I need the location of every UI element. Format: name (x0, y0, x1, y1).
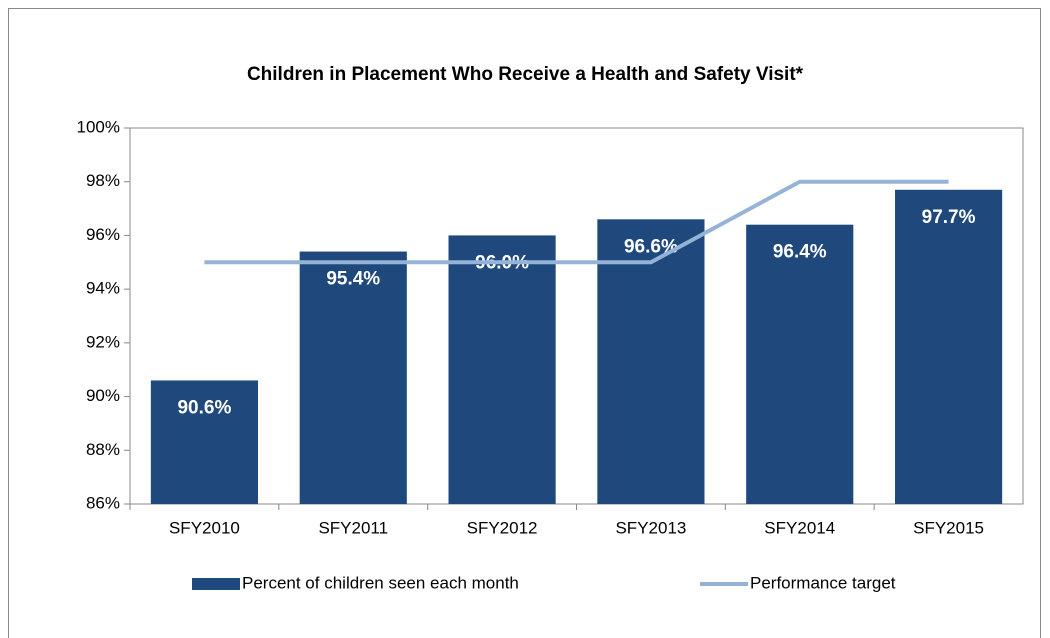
x-tick-label: SFY2011 (318, 518, 388, 537)
y-tick-label: 92% (86, 332, 120, 351)
y-tick-label: 90% (86, 386, 120, 405)
bar (746, 224, 854, 504)
y-tick-label: 94% (86, 279, 120, 298)
x-tick-label: SFY2015 (913, 518, 984, 537)
y-tick-label: 100% (77, 117, 120, 136)
bar (150, 380, 258, 504)
legend-label: Performance target (750, 573, 896, 592)
bar (895, 189, 1003, 504)
x-tick-label: SFY2014 (764, 518, 835, 537)
legend-swatch (192, 578, 240, 590)
data-label: 90.6% (177, 397, 231, 418)
x-tick-label: SFY2013 (615, 518, 686, 537)
target-line (204, 179, 949, 265)
y-tick-label: 98% (86, 171, 120, 190)
data-label: 96.6% (624, 236, 678, 257)
y-tick-label: 86% (86, 493, 120, 512)
bar (299, 251, 407, 504)
y-tick-label: 88% (86, 440, 120, 459)
x-tick-label: SFY2010 (169, 518, 240, 537)
data-label: 97.7% (922, 207, 976, 228)
bar (448, 235, 556, 504)
y-tick-label: 96% (86, 225, 120, 244)
chart-title: Children in Placement Who Receive a Heal… (247, 64, 804, 85)
data-label: 96.4% (773, 242, 827, 263)
legend-label: Percent of children seen each month (242, 573, 519, 592)
data-label: 95.4% (326, 269, 380, 290)
x-tick-label: SFY2012 (467, 518, 538, 537)
bar (597, 219, 705, 505)
